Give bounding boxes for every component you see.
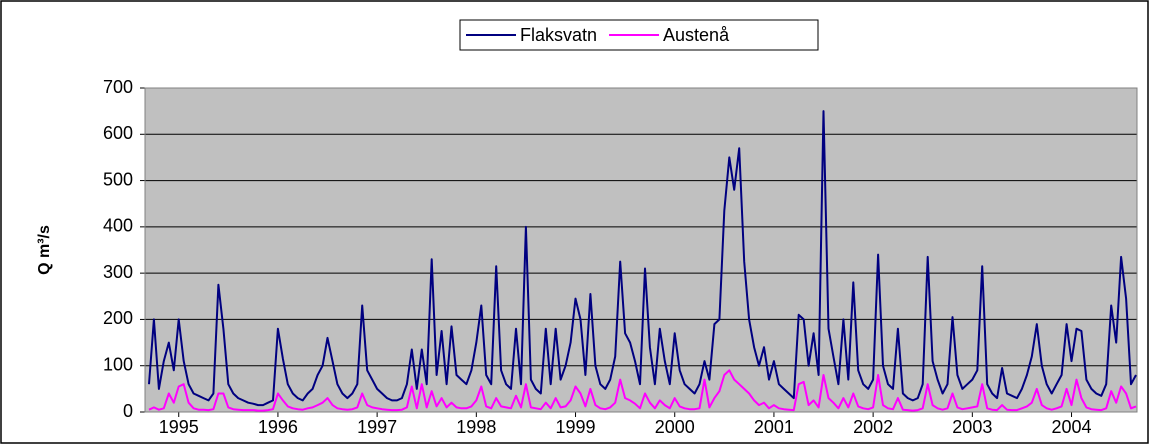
y-axis-label: Q m³/s (36, 225, 53, 275)
series-line (148, 110, 1137, 407)
legend-label: Flaksvatn (520, 25, 597, 45)
x-tick-label: 1998 (456, 417, 496, 437)
x-tick-label: 2004 (1052, 417, 1092, 437)
x-tick-label: 2003 (952, 417, 992, 437)
x-tick-label: 1996 (258, 417, 298, 437)
y-tick-label: 300 (103, 262, 133, 282)
legend-label: Austenå (663, 25, 730, 45)
x-tick-label: 2000 (655, 417, 695, 437)
x-tick-label: 1999 (556, 417, 596, 437)
y-tick-label: 600 (103, 123, 133, 143)
y-tick-label: 0 (123, 401, 133, 421)
plot-border (144, 87, 1138, 413)
x-tick-label: 1997 (357, 417, 397, 437)
y-tick-label: 500 (103, 169, 133, 189)
y-tick-label: 700 (103, 77, 133, 97)
x-tick-label: 1995 (159, 417, 199, 437)
y-tick-label: 200 (103, 308, 133, 328)
y-tick-label: 400 (103, 216, 133, 236)
series-line (148, 369, 1137, 412)
x-tick-label: 2002 (853, 417, 893, 437)
x-tick-label: 2001 (754, 417, 794, 437)
y-tick-label: 100 (103, 354, 133, 374)
